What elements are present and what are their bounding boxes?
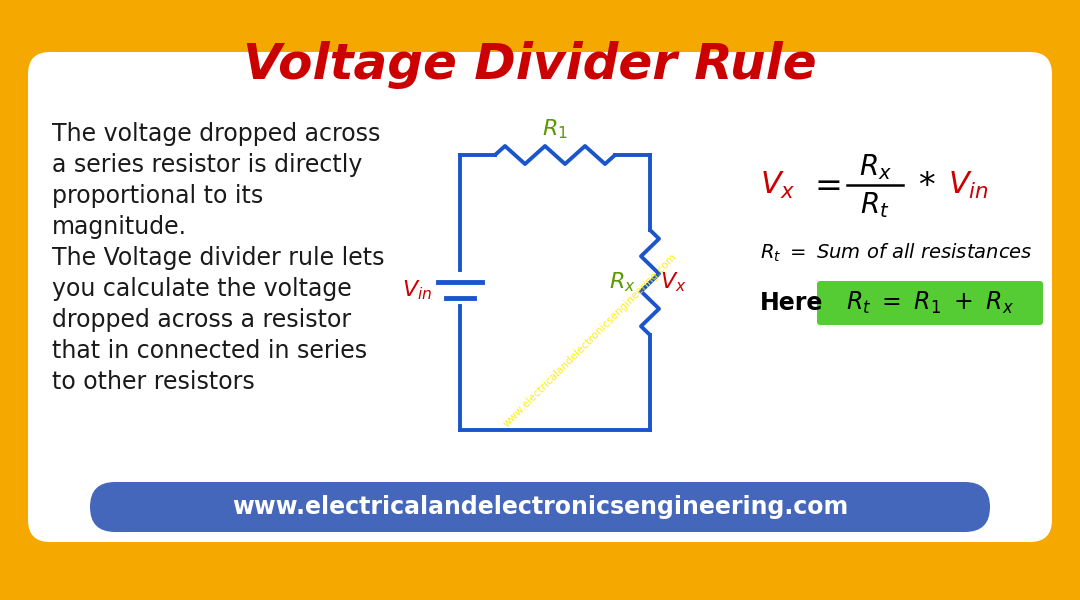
Text: Voltage Divider Rule: Voltage Divider Rule — [243, 41, 816, 89]
Text: $V_x$: $V_x$ — [760, 169, 796, 200]
Text: $R_t\ =\ R_1\ +\ R_x$: $R_t\ =\ R_1\ +\ R_x$ — [846, 290, 1014, 316]
FancyBboxPatch shape — [90, 482, 990, 532]
Text: magnitude.: magnitude. — [52, 215, 187, 239]
Text: a series resistor is directly: a series resistor is directly — [52, 153, 363, 177]
Text: $=$: $=$ — [808, 169, 841, 202]
Text: $R_1$: $R_1$ — [542, 118, 568, 141]
Text: Here: Here — [760, 291, 823, 315]
Text: $R_x$: $R_x$ — [609, 271, 636, 294]
Text: you calculate the voltage: you calculate the voltage — [52, 277, 352, 301]
Text: $R_x$: $R_x$ — [859, 152, 891, 182]
Text: $R_t\ =\ Sum\ of\ all\ resistances$: $R_t\ =\ Sum\ of\ all\ resistances$ — [760, 242, 1032, 264]
Text: proportional to its: proportional to its — [52, 184, 264, 208]
Text: to other resistors: to other resistors — [52, 370, 255, 394]
Text: $V_x$: $V_x$ — [660, 271, 687, 294]
Text: The Voltage divider rule lets: The Voltage divider rule lets — [52, 246, 384, 270]
Text: $R_t$: $R_t$ — [861, 190, 890, 220]
FancyBboxPatch shape — [28, 52, 1052, 542]
Text: that in connected in series: that in connected in series — [52, 339, 367, 363]
FancyBboxPatch shape — [816, 281, 1043, 325]
Text: www.electricalandelectronicsengineering.com: www.electricalandelectronicsengineering.… — [232, 495, 848, 519]
Text: www.electricalandelectronicsengineering.com: www.electricalandelectronicsengineering.… — [501, 251, 678, 428]
Text: $V_{in}$: $V_{in}$ — [402, 278, 432, 302]
Text: The voltage dropped across: The voltage dropped across — [52, 122, 380, 146]
Text: $V_{in}$: $V_{in}$ — [948, 169, 989, 200]
Text: dropped across a resistor: dropped across a resistor — [52, 308, 351, 332]
Text: $*$: $*$ — [918, 169, 935, 202]
